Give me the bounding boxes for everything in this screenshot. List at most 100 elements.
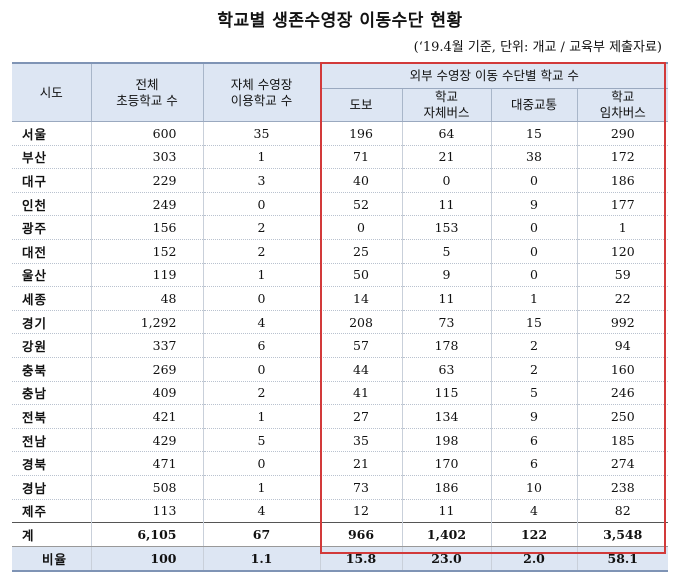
cell-region: 세종 [12,286,92,311]
cell-walk: 0 [320,215,403,240]
cell-total: 429 [91,428,204,453]
cell-public: 122 [491,522,578,548]
cell-rent: 94 [577,333,668,358]
header-own-line2: 이용학교 수 [230,92,293,108]
cell-walk: 15.8 [320,546,403,572]
cell-own: 1 [203,475,321,500]
cell-walk: 73 [320,475,403,500]
cell-bus: 64 [402,121,492,146]
cell-public: 9 [491,404,578,429]
cell-rent: 238 [577,475,668,500]
header-total-schools: 전체 초등학교 수 [91,62,204,122]
cell-bus: 11 [402,286,492,311]
cell-walk: 40 [320,168,403,193]
cell-region: 강원 [12,333,92,358]
cell-total: 303 [91,145,204,170]
cell-region: 인천 [12,192,92,217]
cell-total: 100 [91,546,204,572]
cell-bus: 11 [402,499,492,524]
cell-rent: 1 [577,215,668,240]
cell-walk: 71 [320,145,403,170]
cell-public: 0 [491,239,578,264]
cell-bus: 63 [402,357,492,382]
cell-total: 600 [91,121,204,146]
cell-own: 2 [203,239,321,264]
cell-total: 6,105 [91,522,204,548]
table-row: 제주 113 4 12 11 4 82 [12,499,668,524]
cell-own: 5 [203,428,321,453]
cell-own: 1 [203,404,321,429]
ratio-row: 비율 100 1.1 15.8 23.0 2.0 58.1 [12,546,668,572]
table-row: 서울 600 35 196 64 15 290 [12,121,668,146]
header-rented-bus: 학교 임차버스 [577,88,668,122]
cell-walk: 35 [320,428,403,453]
cell-own: 6 [203,333,321,358]
header-external-group: 외부 수영장 이동 수단별 학교 수 [320,62,668,89]
cell-public: 4 [491,499,578,524]
cell-public: 2.0 [491,546,578,572]
table-row: 전남 429 5 35 198 6 185 [12,428,668,453]
cell-total: 1,292 [91,310,204,335]
cell-region: 부산 [12,145,92,170]
cell-own: 2 [203,215,321,240]
total-row: 계 6,105 67 966 1,402 122 3,548 [12,522,668,548]
cell-public: 2 [491,333,578,358]
cell-public: 0 [491,168,578,193]
cell-total: 508 [91,475,204,500]
cell-walk: 50 [320,263,403,288]
cell-total: 249 [91,192,204,217]
cell-rent: 992 [577,310,668,335]
cell-rent: 22 [577,286,668,311]
cell-rent: 160 [577,357,668,382]
cell-own: 4 [203,499,321,524]
table-row: 경기 1,292 4 208 73 15 992 [12,310,668,335]
table-row: 울산 119 1 50 9 0 59 [12,263,668,288]
header-rent-line1: 학교 [611,89,635,104]
cell-total: 421 [91,404,204,429]
cell-public: 6 [491,451,578,476]
cell-bus: 11 [402,192,492,217]
cell-region: 전북 [12,404,92,429]
header-region: 시도 [12,62,92,122]
cell-rent: 177 [577,192,668,217]
cell-own: 0 [203,192,321,217]
cell-total: 156 [91,215,204,240]
cell-own: 0 [203,357,321,382]
table-row: 전북 421 1 27 134 9 250 [12,404,668,429]
cell-region: 비율 [12,546,92,572]
cell-bus: 178 [402,333,492,358]
cell-public: 10 [491,475,578,500]
cell-own: 0 [203,451,321,476]
cell-bus: 5 [402,239,492,264]
header-school-bus: 학교 자체버스 [402,88,492,122]
cell-rent: 250 [577,404,668,429]
cell-public: 2 [491,357,578,382]
cell-walk: 27 [320,404,403,429]
cell-rent: 290 [577,121,668,146]
cell-total: 337 [91,333,204,358]
cell-total: 269 [91,357,204,382]
cell-rent: 59 [577,263,668,288]
table-row: 충남 409 2 41 115 5 246 [12,381,668,406]
cell-public: 15 [491,121,578,146]
table-row: 부산 303 1 71 21 38 172 [12,145,668,170]
cell-total: 471 [91,451,204,476]
cell-bus: 9 [402,263,492,288]
cell-own: 0 [203,286,321,311]
cell-total: 152 [91,239,204,264]
cell-region: 제주 [12,499,92,524]
cell-region: 대전 [12,239,92,264]
header-walk: 도보 [320,88,403,122]
cell-rent: 186 [577,168,668,193]
cell-rent: 82 [577,499,668,524]
table-row: 경남 508 1 73 186 10 238 [12,475,668,500]
cell-rent: 172 [577,145,668,170]
cell-bus: 1,402 [402,522,492,548]
cell-public: 15 [491,310,578,335]
header-total-line1: 전체 [135,76,159,92]
cell-walk: 57 [320,333,403,358]
header-public-transit: 대중교통 [491,88,578,122]
table-row: 대구 229 3 40 0 0 186 [12,168,668,193]
cell-rent: 120 [577,239,668,264]
page-title: 학교별 생존수영장 이동수단 현황 [217,11,463,31]
